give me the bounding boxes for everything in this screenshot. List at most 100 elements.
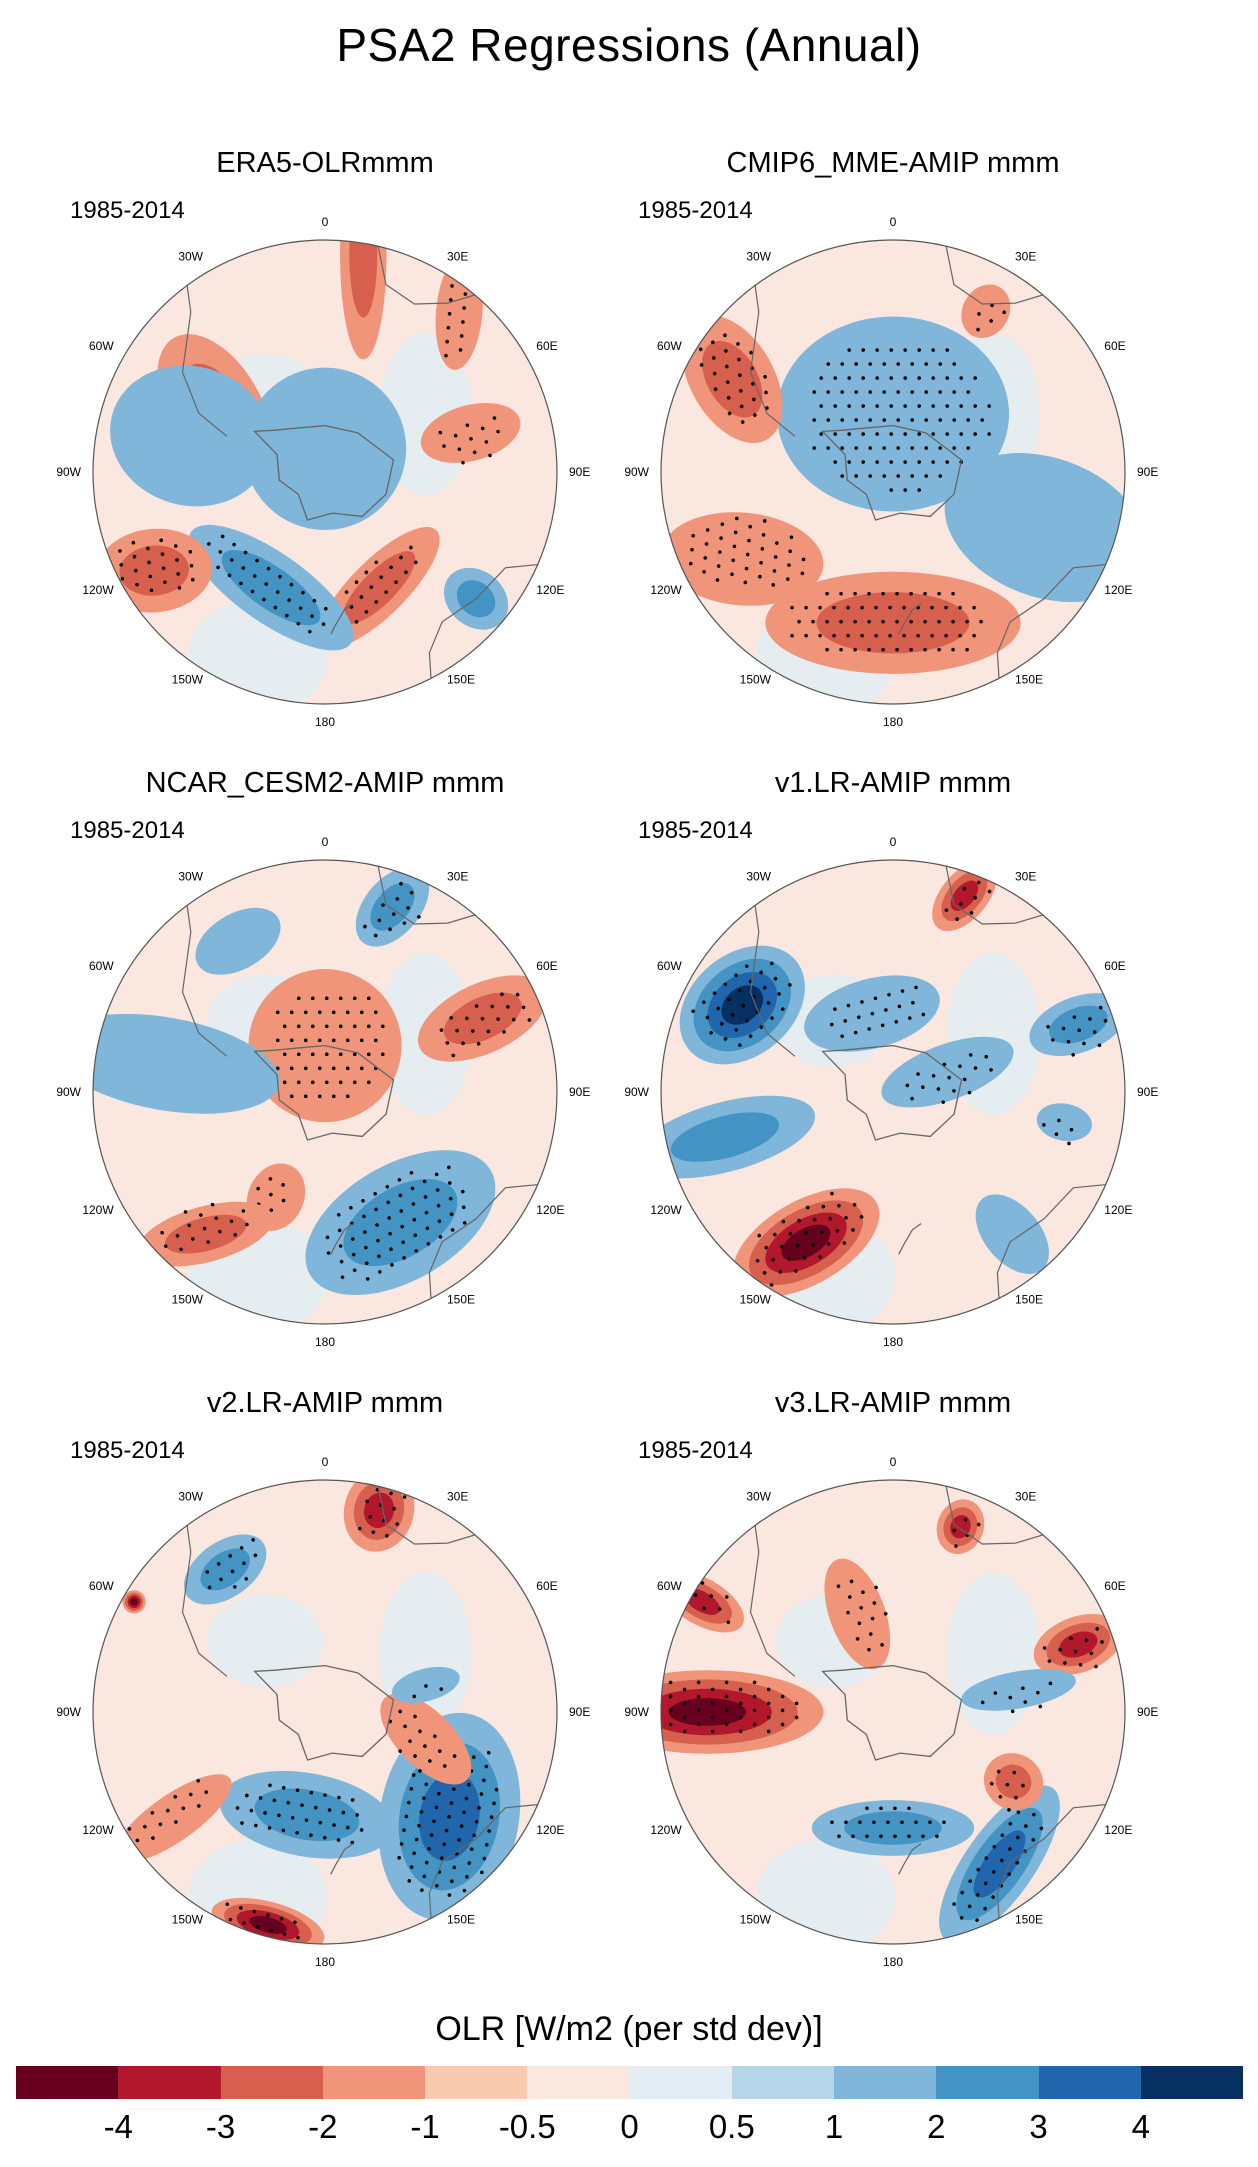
africa-coastline [943,240,1057,305]
colorbar-swatch [16,2066,119,2099]
significance-stipple [944,880,992,921]
longitude-label: 30E [447,250,468,264]
colorbar-swatch [425,2066,528,2099]
significance-stipple [160,1202,249,1252]
significance-stipple [118,538,195,595]
longitude-label: 150E [1015,672,1043,686]
africa-coastline [943,1480,1057,1545]
colorbar-tick-label: -1 [410,2108,440,2145]
new-zealand-coastline [330,1843,354,1875]
significance-stipple [388,1709,457,1773]
anomaly-contour [254,1788,360,1842]
south-america-coastline [181,1512,228,1677]
antarctica-coastline [821,1044,963,1141]
anomaly-contour [950,880,979,911]
map-field [661,1480,1125,1944]
antarctica-coastline [253,424,395,521]
longitude-label: 180 [883,715,903,729]
panel-title: v1.LR-AMIP mmm [774,767,1012,799]
colorbar-tick-label: 2 [927,2108,946,2145]
significance-stipple [225,1902,300,1940]
anomaly-contour [370,882,415,931]
anomaly-contour [114,1774,232,1863]
significance-stipple [980,1681,1053,1714]
figure-title: PSA2 Regressions (Annual) [336,19,922,71]
longitude-label: 0 [890,1455,897,1469]
significance-stipple [668,1680,799,1734]
longitude-label: 90E [569,465,590,479]
anomaly-contour [844,1811,942,1845]
colorbar-swatch [322,2066,425,2099]
significance-stipple [275,996,385,1099]
colorbar-tick-label: 4 [1131,2108,1150,2145]
anomaly-contour [130,1597,138,1606]
longitude-label: 60W [89,1579,114,1593]
map-field [93,860,557,1324]
polar-map: 0 30E 60E 90E 120E 150E 180 150W 120W 90W 60W 30W [56,1455,590,1969]
longitude-label: 150W [740,1912,772,1926]
colorbar-tick-label: 3 [1029,2108,1048,2145]
anomaly-contour [1036,1103,1092,1142]
longitude-label: 150E [447,1292,475,1306]
anomaly-contour [781,1224,831,1261]
longitude-label: 30E [1015,250,1036,264]
longitude-label: 90W [624,465,649,479]
anomaly-contour [961,1668,1076,1711]
longitude-label: 180 [315,1955,335,1969]
longitude-label: 90W [624,1705,649,1719]
africa-coastline [943,860,1057,925]
significance-stipple [325,1165,467,1281]
anomaly-contour [670,1112,779,1162]
anomaly-contour [165,1214,247,1254]
longitude-label: 30W [178,1490,203,1504]
colorbar-tick-label: 0.5 [708,2108,755,2145]
anomaly-contour [881,1036,1014,1108]
significance-stipple [444,278,469,358]
significance-stipple [829,985,926,1039]
colorbar-swatch [936,2066,1039,2099]
south-america-coastline [749,1512,796,1677]
significance-stipple [1042,1118,1074,1146]
colorbar-swatch [834,2066,937,2099]
longitude-label: 30E [447,870,468,884]
significance-stipple [812,348,991,492]
panel-title: ERA5-OLRmmm [216,147,434,179]
longitude-label: 30E [447,1490,468,1504]
map-outline [660,859,1126,1325]
longitude-label: 60E [1104,339,1125,353]
anomaly-contour [221,550,321,626]
significance-stipple [204,534,328,634]
colorbar-swatch [118,2066,221,2099]
colorbar-tick-label: -4 [103,2108,133,2145]
longitude-label: 90W [624,1085,649,1099]
new-zealand-coastline [898,1843,922,1875]
colorbar-tick-label: -2 [308,2108,338,2145]
antarctica-coastline [821,1664,963,1761]
panel-title: CMIP6_MME-AMIP mmm [726,147,1060,179]
anomaly-contour [975,1194,1049,1274]
panel-period: 1985-2014 [70,1437,185,1464]
significance-stipple [790,591,983,652]
australia-coastline [428,1182,551,1311]
longitude-label: 90W [56,1705,81,1719]
neutral-patch [947,1572,1040,1736]
longitude-label: 60W [657,339,682,353]
longitude-label: 60E [1104,1579,1125,1593]
longitude-label: 90W [56,465,81,479]
anomaly-contour [349,240,378,318]
anomaly-contour [944,453,1125,603]
longitude-label: 150W [740,1292,772,1306]
map-field [661,860,1125,1324]
longitude-label: 120W [82,1823,114,1837]
anomaly-contour [110,365,272,507]
longitude-label: 90E [1137,465,1158,479]
longitude-label: 60W [89,959,114,973]
longitude-label: 150E [447,672,475,686]
longitude-label: 30E [1015,1490,1036,1504]
significance-stipple [989,1769,1025,1812]
anomaly-contour [973,1830,1026,1898]
longitude-label: 180 [315,1335,335,1349]
longitude-label: 150W [172,1912,204,1926]
colorbar-swatch [220,2066,323,2099]
longitude-label: 60E [536,339,557,353]
